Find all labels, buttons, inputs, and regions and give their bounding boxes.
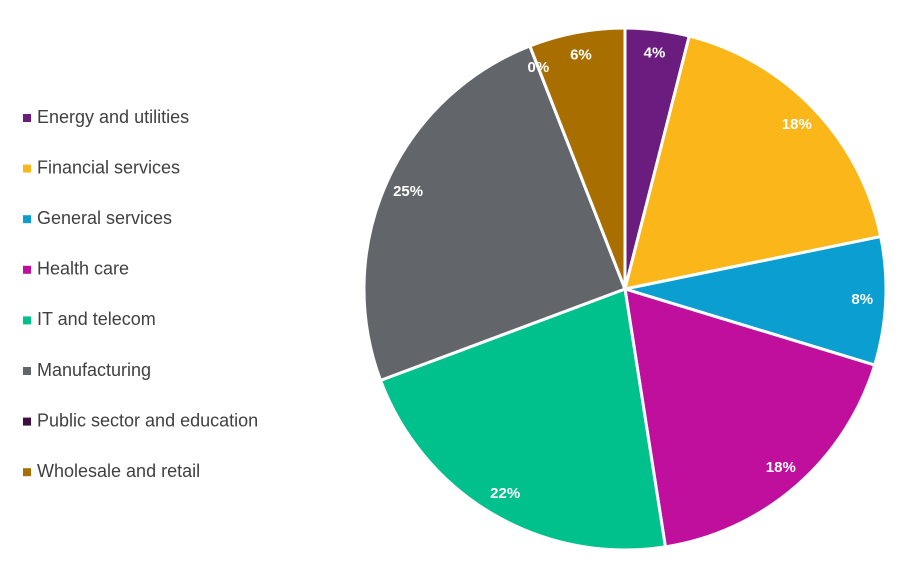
- pie-slice: [528, 26, 627, 291]
- legend-swatch: [23, 468, 31, 477]
- data-label: 8%: [851, 291, 873, 308]
- legend-label: Wholesale and retail: [37, 461, 200, 481]
- legend-label: Financial services: [37, 157, 180, 177]
- pie-slice: [623, 235, 888, 367]
- data-label: 4%: [644, 44, 666, 61]
- legend-label: Health care: [37, 259, 129, 279]
- legend-swatch: [23, 367, 31, 375]
- data-label: 22%: [490, 485, 520, 502]
- data-label: 25%: [393, 183, 423, 200]
- data-label: 18%: [782, 116, 812, 133]
- data-label: 18%: [766, 459, 796, 476]
- legend-label: Manufacturing: [37, 360, 151, 380]
- pie-slice: [623, 287, 877, 549]
- pie-slice: [623, 34, 883, 291]
- data-label: 0%: [528, 59, 550, 76]
- data-label: 6%: [570, 47, 592, 64]
- legend-swatch: [23, 265, 31, 274]
- legend-swatch: [23, 164, 31, 173]
- legend-label: Public sector and education: [37, 410, 258, 430]
- legend-swatch: [23, 417, 31, 426]
- legend-swatch: [23, 114, 31, 122]
- legend-swatch: [23, 215, 31, 224]
- legend-label: Energy and utilities: [37, 107, 189, 127]
- legend-label: General services: [37, 208, 172, 228]
- legend-label: IT and telecom: [37, 309, 156, 329]
- pie-slice: [362, 44, 627, 382]
- legend-swatch: [23, 316, 31, 325]
